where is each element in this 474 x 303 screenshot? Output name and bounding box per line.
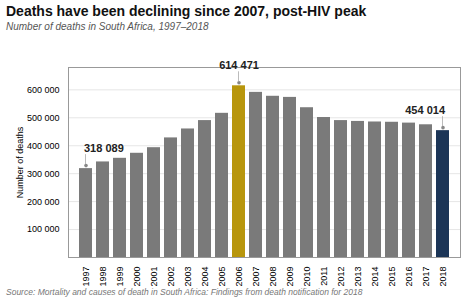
svg-text:318 089: 318 089 (84, 142, 124, 154)
svg-text:2011: 2011 (319, 267, 329, 286)
html-text:Deaths have been declining sin: Deaths have been declining since 2007, p… (6, 3, 367, 19)
svg-text:100 000: 100 000 (27, 224, 60, 234)
svg-text:1998: 1998 (98, 267, 108, 287)
svg-text:2001: 2001 (149, 267, 159, 287)
svg-text:2003: 2003 (183, 267, 193, 287)
svg-text:200 000: 200 000 (27, 196, 60, 206)
svg-text:500 000: 500 000 (27, 113, 60, 123)
svg-text:1999: 1999 (115, 267, 125, 287)
svg-text:2016: 2016 (404, 267, 414, 287)
html-text:Number of deaths in South Afri: Number of deaths in South Africa, 1997–2… (6, 21, 209, 32)
svg-text:614 471: 614 471 (219, 59, 259, 71)
svg-text:300 000: 300 000 (27, 169, 60, 179)
svg-text:Number of deaths: Number of deaths (15, 126, 25, 198)
svg-text:2006: 2006 (234, 267, 244, 287)
svg-text:454 014: 454 014 (405, 104, 446, 116)
svg-text:1997: 1997 (81, 267, 91, 287)
svg-text:400 000: 400 000 (27, 141, 60, 151)
svg-text:2017: 2017 (421, 267, 431, 287)
html-text:Source: Mortality and causes o: Source: Mortality and causes of death in… (6, 287, 363, 297)
svg-text:2009: 2009 (285, 267, 295, 287)
svg-text:2013: 2013 (353, 267, 363, 287)
svg-text:2018: 2018 (438, 267, 448, 287)
svg-text:2005: 2005 (217, 267, 227, 287)
svg-text:2000: 2000 (132, 267, 142, 287)
svg-text:2014: 2014 (370, 267, 380, 287)
svg-text:2010: 2010 (302, 267, 312, 287)
svg-text:2008: 2008 (268, 267, 278, 287)
svg-text:2015: 2015 (387, 267, 397, 287)
svg-text:2007: 2007 (251, 267, 261, 287)
svg-text:2002: 2002 (166, 267, 176, 287)
svg-text:2012: 2012 (336, 267, 346, 287)
svg-text:600 000: 600 000 (27, 85, 60, 95)
svg-text:2004: 2004 (200, 267, 210, 287)
